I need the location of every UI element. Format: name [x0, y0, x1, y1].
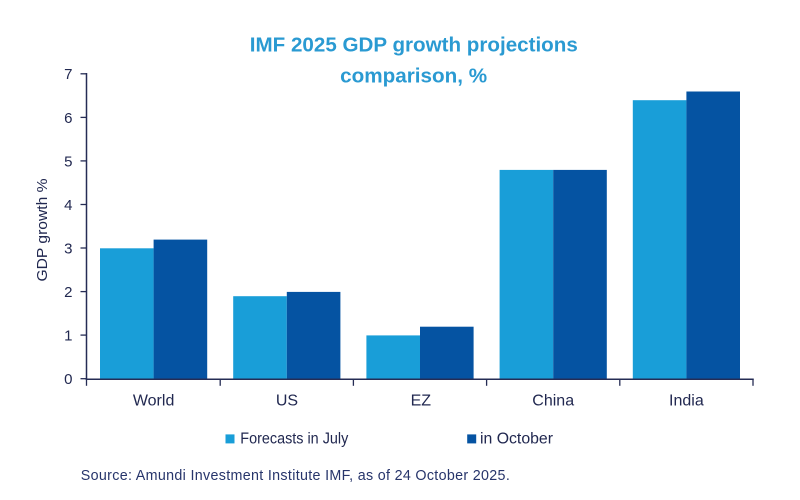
svg-text:comparison, %: comparison, % [340, 65, 487, 87]
svg-text:4: 4 [64, 197, 72, 214]
svg-text:7: 7 [64, 66, 72, 83]
svg-text:Forecasts in July: Forecasts in July [240, 430, 348, 447]
svg-text:0: 0 [64, 371, 72, 388]
svg-text:China: China [532, 393, 574, 410]
svg-text:6: 6 [64, 110, 72, 127]
svg-text:World: World [133, 393, 175, 410]
svg-text:GDP growth %: GDP growth % [34, 179, 51, 282]
svg-text:in October: in October [480, 430, 553, 447]
svg-text:1: 1 [64, 328, 72, 345]
svg-text:India: India [669, 393, 704, 410]
svg-text:IMF 2025 GDP growth projection: IMF 2025 GDP growth projections [250, 35, 578, 57]
svg-text:EZ: EZ [411, 393, 432, 410]
svg-text:Source: Amundi Investment Inst: Source: Amundi Investment Institute IMF,… [81, 468, 510, 484]
svg-text:US: US [276, 393, 298, 410]
svg-text:3: 3 [64, 240, 72, 257]
svg-text:5: 5 [64, 153, 72, 170]
svg-text:2: 2 [64, 284, 72, 301]
